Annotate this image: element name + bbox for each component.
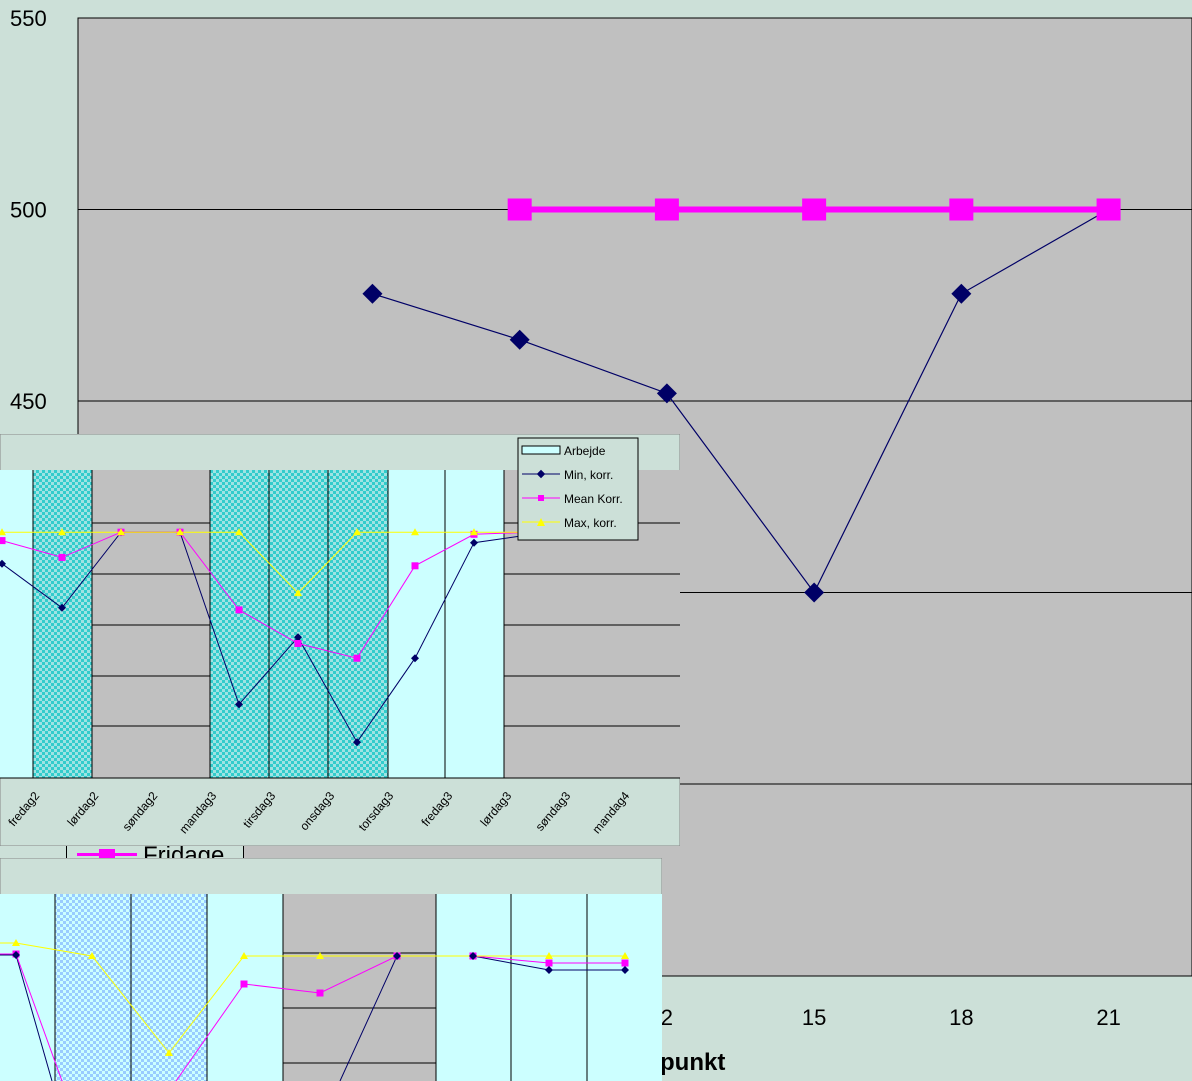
overlay-2-series-line — [0, 942, 625, 1054]
overlay-1-point — [176, 528, 184, 536]
overlay-1-band — [0, 470, 33, 778]
overlay-1-point — [353, 738, 361, 747]
overlay-1-band — [388, 470, 504, 778]
legend-arbejde: Arbejde — [564, 444, 606, 458]
legend-mean: Mean Korr. — [564, 492, 623, 506]
overlay-2-point — [316, 952, 324, 959]
main-y-ticks: 550 500 450 — [10, 6, 47, 414]
overlay-1-point — [411, 562, 419, 570]
overlay-1-legend: Arbejde Min, korr. Mean Korr. Max, korr. — [517, 437, 639, 541]
main-point-diamond — [656, 383, 677, 404]
overlay-2-point — [621, 966, 629, 974]
overlay-1-point — [294, 589, 302, 597]
overlay-chart-2 — [0, 858, 662, 1081]
overlay-1-point — [0, 559, 6, 568]
overlay-1-band — [33, 470, 92, 778]
main-point-square — [654, 198, 679, 221]
overlay-1-point — [411, 528, 419, 536]
overlay-1-point — [58, 553, 66, 561]
main-x-tick-label: 21 — [1096, 1005, 1120, 1030]
overlay-1-point — [470, 538, 478, 547]
overlay-1-point — [58, 528, 66, 536]
legend-fridage: Fridage — [143, 846, 225, 860]
overlay-2-point — [165, 1049, 173, 1056]
overlay-1-point — [294, 633, 302, 642]
overlay-2-point — [545, 952, 553, 959]
overlay-1-point — [58, 603, 66, 612]
overlay-1-band — [92, 470, 210, 778]
main-legend-fragment: Fridage — [66, 846, 244, 860]
legend-min: Min, korr. — [564, 468, 613, 482]
overlay-1-point — [294, 640, 302, 647]
main-x-ticks: 15 18 21 2 — [661, 1005, 1121, 1030]
overlay-2-point — [621, 959, 629, 967]
main-x-axis-label: punkt — [660, 1049, 725, 1076]
overlay-1-point — [235, 528, 243, 536]
legend-max: Max, korr. — [564, 516, 617, 530]
overlay-1-point — [117, 528, 125, 536]
overlay-1-point — [411, 654, 419, 663]
overlay-2-series — [0, 939, 629, 1081]
main-point-square — [949, 198, 974, 221]
main-point-square — [1096, 198, 1121, 221]
main-point-square — [507, 198, 532, 221]
overlay-1-point — [235, 606, 243, 614]
main-y-tick-label: 450 — [10, 389, 47, 414]
main-series — [362, 198, 1121, 603]
overlay-2-band — [0, 894, 55, 1081]
overlay-2-band — [283, 894, 436, 1081]
main-point-diamond — [362, 283, 383, 304]
main-point-diamond — [804, 582, 825, 603]
main-series-line — [372, 208, 1109, 594]
main-point-square — [802, 198, 827, 221]
main-point-diamond — [951, 283, 972, 304]
overlay-1-point — [0, 537, 6, 545]
overlay-1-band — [210, 470, 388, 778]
overlay-2-point — [88, 952, 96, 959]
overlay-2-point — [12, 939, 20, 946]
overlay-2-point — [12, 951, 20, 959]
overlay-2-point — [469, 952, 477, 960]
main-x-tick-label: 18 — [949, 1005, 973, 1030]
overlay-2-point — [393, 952, 401, 960]
overlay-1-point — [235, 700, 243, 709]
main-point-diamond — [509, 329, 530, 350]
main-x-tick-label: 2 — [661, 1005, 673, 1030]
overlay-2-point — [545, 959, 553, 967]
main-y-tick-label: 550 — [10, 6, 47, 31]
overlay-2-point — [240, 952, 248, 959]
main-x-tick-label: 15 — [802, 1005, 826, 1030]
overlay-1-point — [353, 528, 361, 536]
overlay-2-point — [545, 966, 553, 974]
overlay-1-point — [470, 528, 478, 536]
overlay-2-point — [240, 980, 248, 988]
overlay-1-point — [0, 528, 6, 536]
main-y-tick-label: 500 — [10, 198, 47, 223]
overlay-chart-1: fredag2 lørdag2 søndag2 mandag3 tirsdag3 onsd… — [0, 434, 680, 846]
overlay-1-point — [353, 654, 361, 662]
overlay-2-band — [436, 894, 662, 1081]
overlay-2-point — [316, 989, 324, 997]
overlay-2-point — [621, 952, 629, 959]
